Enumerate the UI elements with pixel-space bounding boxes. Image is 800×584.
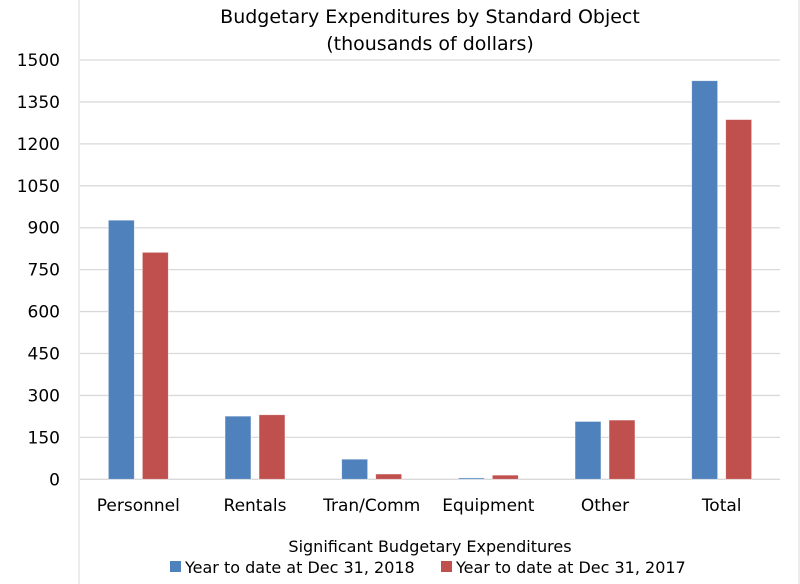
bar-other-2017 <box>608 419 636 480</box>
y-tick-label: 1050 <box>17 177 60 197</box>
y-tick-label: 1200 <box>17 135 60 155</box>
legend-label-2017: Year to date at Dec 31, 2017 <box>455 558 686 577</box>
x-tick-label: Total <box>701 496 742 516</box>
y-tick-label: 750 <box>28 261 60 281</box>
bar-personnel-2017 <box>141 251 169 480</box>
bar-other-2018 <box>574 421 602 480</box>
y-tick-label: 1350 <box>17 93 60 113</box>
x-tick-label: Equipment <box>442 496 535 516</box>
legend: Year to date at Dec 31, 2018 Year to dat… <box>170 558 686 577</box>
y-tick-label: 0 <box>49 470 60 490</box>
y-tick-label: 300 <box>28 386 60 406</box>
x-tick-label: Tran/Comm <box>322 496 420 516</box>
y-tick-label: 150 <box>28 428 60 448</box>
chart-title: Budgetary Expenditures by Standard Objec… <box>220 6 640 28</box>
chart-border <box>78 0 800 584</box>
bar-tran-comm-2018 <box>341 458 369 480</box>
legend-label-2018: Year to date at Dec 31, 2018 <box>184 558 415 577</box>
y-tick-label: 450 <box>28 345 60 365</box>
x-tick-label: Rentals <box>224 496 287 516</box>
legend-swatch-2017 <box>441 561 452 572</box>
x-tick-label: Other <box>581 496 629 516</box>
y-tick-label: 900 <box>28 219 60 239</box>
bar-equipment-2017 <box>491 474 519 480</box>
y-tick-label: 600 <box>28 303 60 323</box>
bar-personnel-2018 <box>107 219 135 480</box>
bar-tran-comm-2017 <box>375 473 403 480</box>
legend-swatch-2018 <box>170 561 181 572</box>
y-tick-label: 1500 <box>17 51 60 71</box>
bar-total-2017 <box>725 119 753 480</box>
bar-rentals-2017 <box>258 414 286 480</box>
chart-subtitle: (thousands of dollars) <box>326 33 534 55</box>
bar-equipment-2018 <box>457 477 485 480</box>
bar-total-2018 <box>691 80 719 480</box>
bar-rentals-2018 <box>224 415 252 480</box>
x-tick-label: Personnel <box>97 496 180 516</box>
x-axis-label: Significant Budgetary Expenditures <box>288 537 571 556</box>
